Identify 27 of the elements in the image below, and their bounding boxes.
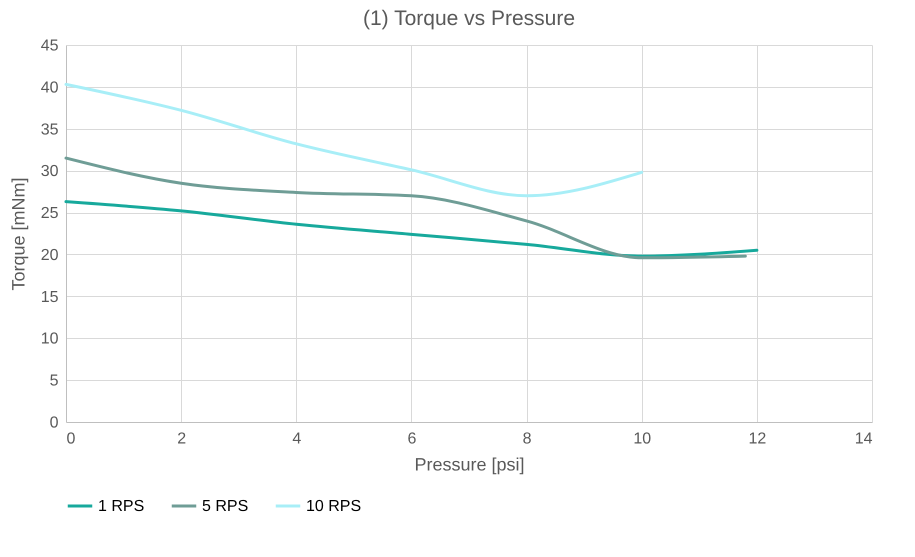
y-axis-title: Torque [mNm] — [8, 177, 29, 291]
chart-title: (1) Torque vs Pressure — [362, 7, 576, 30]
x-tick-label: 6 — [407, 430, 416, 448]
line-series — [64, 156, 747, 260]
y-tick-label: 20 — [40, 246, 59, 264]
x-tick-label: 2 — [177, 430, 186, 448]
y-tick-label: 35 — [40, 121, 59, 138]
line-series — [64, 82, 644, 198]
y-tick-label: 45 — [40, 38, 59, 54]
y-tick-label: 30 — [40, 163, 59, 180]
x-tick-label: 12 — [748, 430, 766, 448]
y-tick-label: 10 — [40, 330, 59, 348]
y-tick-label: 15 — [40, 288, 59, 306]
x-tick-label: 4 — [292, 430, 302, 448]
line-series — [64, 200, 758, 258]
x-tick-label: 14 — [854, 430, 873, 448]
y-tick-label: 40 — [40, 79, 59, 96]
y-tick-label: 25 — [40, 205, 59, 222]
legend-label: 1 RPS — [98, 498, 144, 515]
legend-label: 5 RPS — [202, 498, 248, 515]
y-tick-label: 0 — [50, 414, 59, 432]
x-axis-title: Pressure [psi] — [414, 454, 525, 474]
y-tick-label: 5 — [50, 372, 59, 390]
x-tick-label: 8 — [522, 430, 532, 448]
legend-label: 10 RPS — [306, 498, 362, 515]
x-tick-label: 10 — [633, 430, 652, 448]
x-tick-label: 0 — [66, 430, 76, 448]
